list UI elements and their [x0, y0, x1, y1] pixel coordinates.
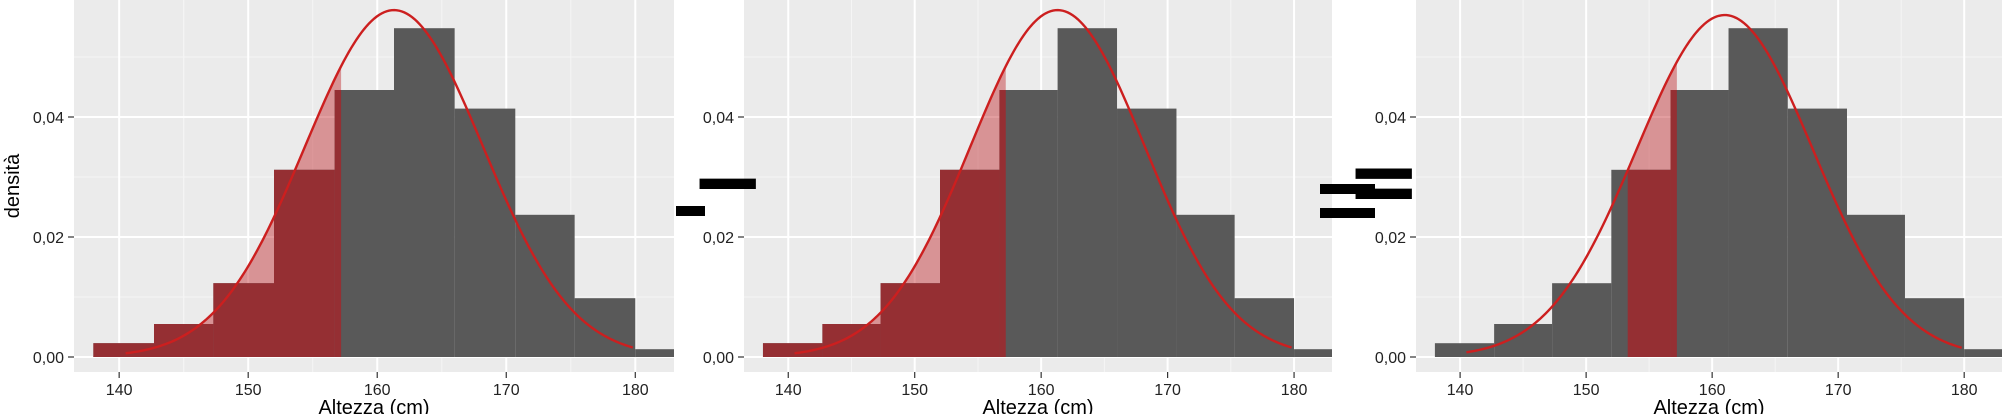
histogram-bar-5 [1670, 90, 1729, 357]
histogram-bar-5 [334, 90, 394, 357]
histogram-bar-1 [1434, 343, 1495, 357]
y-tick-label: 0,04 [1375, 110, 1406, 127]
histogram-bar-6 [394, 28, 455, 357]
x-tick-label: 180 [1281, 382, 1308, 399]
histogram-bar-10 [1294, 349, 1332, 357]
plot-area [93, 8, 674, 357]
shaded-bar-4 [1627, 169, 1671, 357]
histogram-bar-7 [1787, 108, 1847, 357]
shaded-bar-2 [154, 324, 214, 357]
histogram-bar-9 [1234, 298, 1295, 357]
shaded-bar-1 [762, 343, 823, 357]
normal-curve [1466, 13, 1963, 354]
histogram-bar-5 [999, 90, 1058, 357]
normal-curve [125, 8, 634, 355]
y-tick-label: 0,02 [1375, 230, 1406, 247]
plot-area [762, 8, 1332, 357]
x-tick-label: 160 [1699, 382, 1726, 399]
y-tick-label: 0,04 [33, 110, 64, 127]
shaded-bar-3 [880, 283, 940, 357]
x-tick-label: 150 [235, 382, 262, 399]
histogram-bar-10 [1964, 349, 2002, 357]
shaded-bar-5 [999, 90, 1006, 357]
y-tick-label: 0,00 [33, 350, 64, 367]
equals-operator-text: = [1346, 129, 1421, 234]
x-tick-label: 140 [775, 382, 802, 399]
shaded-bar-5 [1670, 90, 1677, 357]
chart-panel-3: 0,00 0,02 0,04 140 150 160 170 180 Altezza (cm) [1375, 0, 2002, 414]
equals-operator-bottom [1320, 208, 1375, 218]
x-tick-label: 150 [1573, 382, 1600, 399]
x-tick-label: 180 [622, 382, 649, 399]
chart-panel-1: 0,00 0,02 0,04 140 150 160 170 180 Altezza (cm) d… [2, 0, 674, 414]
shaded-bar-3 [213, 283, 274, 357]
chart-panel-2: 0,00 0,02 0,04 140 150 160 170 180 Altezza (cm) [703, 0, 1332, 414]
x-tick-label: 160 [364, 382, 391, 399]
shaded-bar-1 [93, 343, 154, 357]
y-tick-label: 0,00 [1375, 350, 1406, 367]
x-tick-label: 170 [1154, 382, 1181, 399]
shaded-bar-2 [822, 324, 881, 357]
x-tick-label: 160 [1028, 382, 1055, 399]
histogram-bar-7 [454, 108, 516, 357]
x-tick-label: 170 [1825, 382, 1852, 399]
x-axis-title: Altezza (cm) [1653, 397, 1764, 414]
histogram-bar-2 [1494, 324, 1553, 357]
normal-curve [794, 8, 1292, 355]
plot-area [1434, 13, 2002, 358]
histogram-bar-8 [1846, 214, 1905, 357]
histogram-bar-6 [1057, 28, 1118, 357]
histogram-bar-6 [1728, 28, 1788, 357]
minus-operator [676, 206, 705, 216]
shaded-bar-4 [274, 169, 335, 357]
y-tick-label: 0,00 [703, 350, 734, 367]
x-tick-label: 180 [1951, 382, 1978, 399]
x-axis-title: Altezza (cm) [982, 397, 1093, 414]
histogram-bar-10 [635, 349, 674, 357]
histogram-bar-7 [1117, 108, 1177, 357]
y-tick-label: 0,02 [33, 230, 64, 247]
x-tick-label: 170 [493, 382, 520, 399]
y-tick-label: 0,04 [703, 110, 734, 127]
shaded-bar-4 [940, 169, 1000, 357]
equals-operator-top [1320, 184, 1375, 194]
minus-operator-text: − [690, 129, 765, 234]
y-tick-label: 0,02 [703, 230, 734, 247]
x-tick-label: 150 [901, 382, 928, 399]
histogram-bar-9 [574, 298, 636, 357]
y-axis-title: densità [2, 153, 24, 218]
shaded-bar-5 [334, 90, 342, 357]
x-axis-title: Altezza (cm) [318, 397, 429, 414]
x-tick-label: 140 [106, 382, 133, 399]
x-tick-label: 140 [1447, 382, 1474, 399]
histogram-bar-9 [1904, 298, 1965, 357]
